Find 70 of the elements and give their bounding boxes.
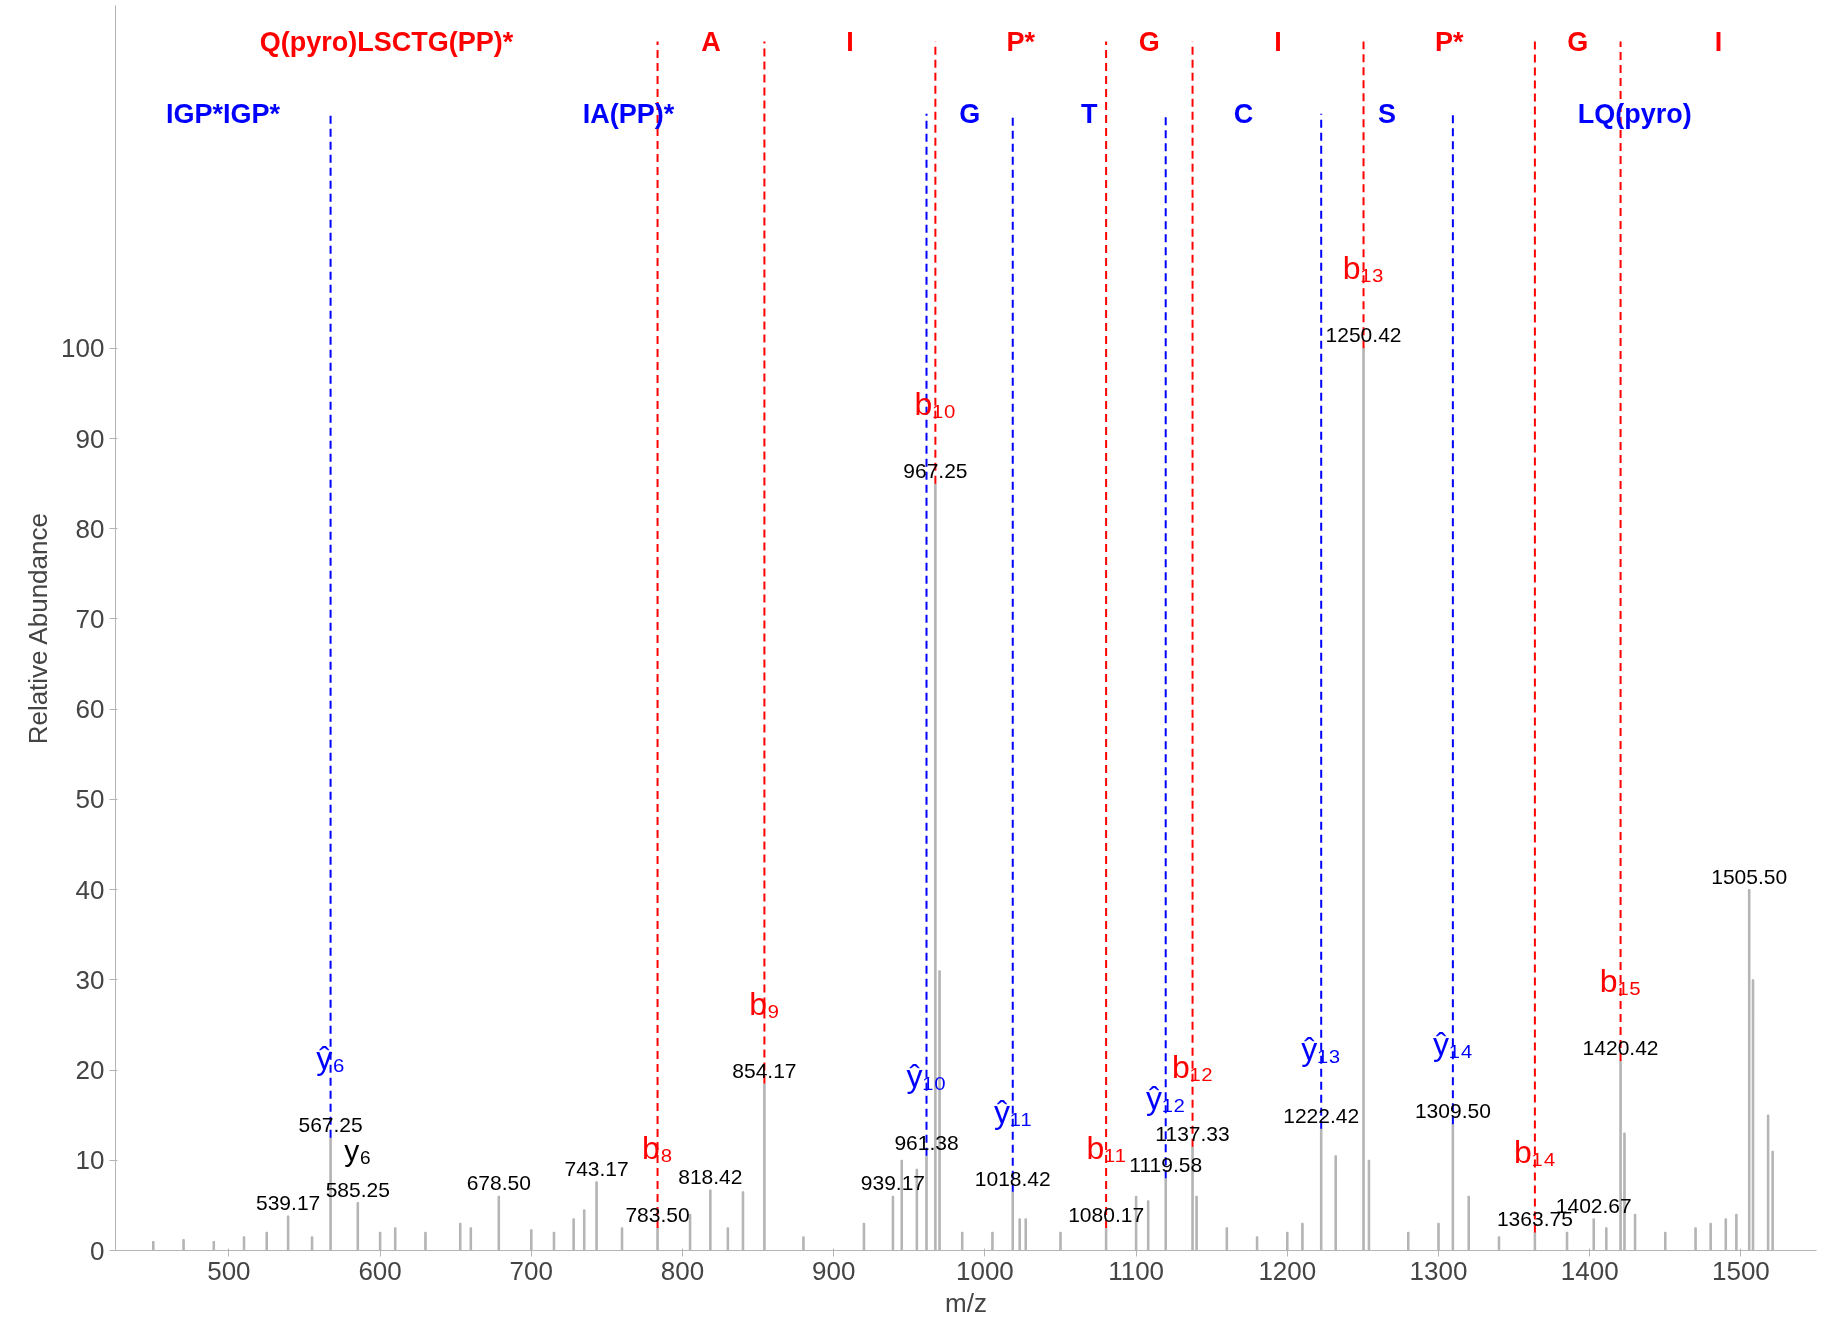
- x-tick-label: 1300: [1409, 1255, 1468, 1286]
- annotation: 961.38: [894, 1130, 959, 1154]
- annotation: G: [959, 98, 981, 129]
- y-tick-label: 100: [61, 333, 105, 364]
- annotation: 1505.50: [1711, 864, 1788, 888]
- annotation: 1119.58: [1129, 1153, 1203, 1177]
- annotation: 743.17: [564, 1156, 629, 1180]
- annotation: 854.17: [732, 1058, 797, 1082]
- annotation: 678.50: [466, 1171, 531, 1195]
- x-tick-label: 800: [660, 1255, 705, 1286]
- annotation: LQ(pyro): [1577, 98, 1692, 129]
- annotation: 539.17: [256, 1191, 321, 1215]
- x-tick-label: 1100: [1108, 1255, 1165, 1286]
- annotation: C: [1233, 98, 1254, 129]
- x-tick-label: 1000: [955, 1255, 1014, 1286]
- annotation: I: [1714, 26, 1723, 57]
- annotation: T: [1080, 98, 1098, 129]
- x-tick-label: 500: [207, 1255, 251, 1286]
- annotation: G: [1138, 26, 1160, 57]
- ref-line-label: b₁₃: [1342, 250, 1385, 287]
- x-tick-label: 900: [812, 1255, 856, 1286]
- ref-line-label: b₈: [642, 1129, 674, 1166]
- ref-line-label: ŷ₁₀: [906, 1057, 947, 1094]
- x-tick-label: 600: [358, 1255, 402, 1286]
- annotation: I: [846, 26, 854, 57]
- annotation: 1222.42: [1283, 1103, 1360, 1127]
- ref-line-label: ŷ₆: [316, 1039, 346, 1076]
- annotation: IA(PP)*: [582, 98, 675, 129]
- annotation: P*: [1006, 26, 1036, 57]
- annotation: A: [701, 26, 721, 57]
- x-tick-label: 1400: [1560, 1255, 1619, 1286]
- x-tick-label: 1500: [1711, 1255, 1770, 1286]
- annotation: I: [1274, 26, 1282, 57]
- x-tick-label: 1200: [1258, 1255, 1317, 1286]
- ref-line-label: ŷ₁₃: [1301, 1030, 1342, 1067]
- annotation: 1018.42: [974, 1166, 1051, 1190]
- ref-line-label: b₁₁: [1086, 1129, 1126, 1166]
- annotation: P*: [1434, 26, 1464, 57]
- y-tick-label: 20: [75, 1055, 105, 1086]
- ref-line-label: b₁₄: [1514, 1134, 1556, 1171]
- x-tick-label: 700: [509, 1255, 553, 1286]
- annotation: 1080.17: [1068, 1202, 1145, 1226]
- y-tick-label: 50: [75, 784, 105, 815]
- ref-line-label: b₁₅: [1599, 963, 1642, 1000]
- y-tick-label: 90: [75, 423, 105, 454]
- y-tick-label: 40: [75, 874, 105, 905]
- annotation: 585.25: [325, 1177, 390, 1201]
- ref-line-label: ŷ₁₄: [1432, 1026, 1473, 1063]
- annotation: 1309.50: [1414, 1099, 1491, 1123]
- y-axis-title: Relative Abundance: [23, 513, 54, 745]
- annotation: S: [1378, 98, 1397, 129]
- y-tick-label: 80: [75, 513, 105, 544]
- annotation: 1420.42: [1582, 1036, 1659, 1060]
- y-tick-label: 60: [75, 694, 105, 725]
- annotation: 567.25: [298, 1112, 363, 1136]
- ref-line-label: b₉: [749, 985, 780, 1022]
- y-tick-label: 10: [75, 1145, 105, 1176]
- ref-line-label: ŷ₁₁: [993, 1093, 1032, 1130]
- annotation: IGP*IGP*: [166, 98, 281, 129]
- annotation: 939.17: [860, 1171, 926, 1195]
- y-tick-label: 0: [90, 1235, 105, 1266]
- annotation: y₆: [344, 1133, 372, 1167]
- y-tick-label: 70: [75, 603, 105, 634]
- annotation: 1250.42: [1325, 323, 1402, 347]
- x-axis-title: m/z: [945, 1287, 987, 1318]
- annotation: 783.50: [625, 1202, 690, 1226]
- annotation: Q(pyro)LSCTG(PP)*: [259, 26, 514, 57]
- annotation: G: [1567, 26, 1589, 57]
- annotation: 818.42: [678, 1165, 743, 1189]
- y-tick-label: 30: [75, 964, 105, 995]
